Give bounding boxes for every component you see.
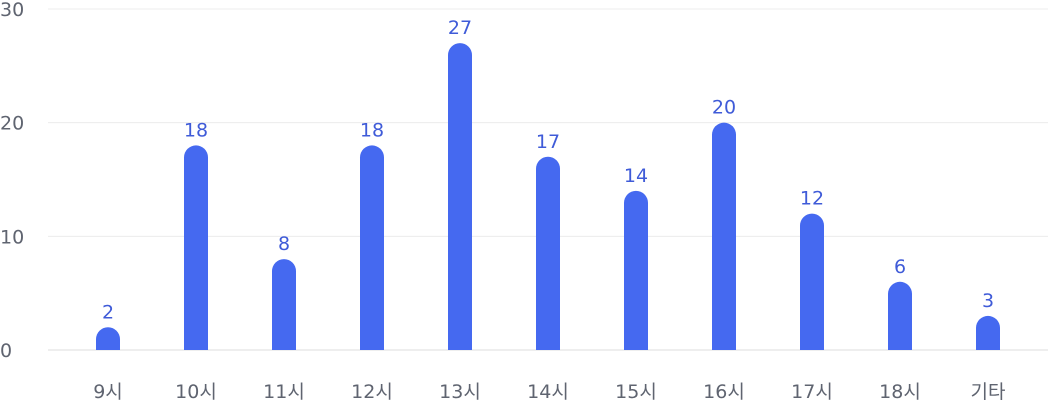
bars [96, 43, 1000, 350]
x-tick-label: 18시 [879, 381, 921, 403]
x-tick-label: 12시 [351, 381, 393, 403]
x-tick-label: 15시 [615, 381, 657, 403]
x-tick-label: 16시 [703, 381, 745, 403]
x-tick-label: 13시 [439, 381, 481, 403]
y-tick-label: 30 [0, 0, 24, 21]
y-tick-label: 20 [0, 113, 24, 135]
bar [360, 145, 384, 350]
x-tick-label: 11시 [263, 381, 305, 403]
bar [712, 122, 736, 350]
data-label: 17 [536, 131, 560, 153]
x-tick-label: 기타 [971, 381, 1006, 403]
y-tick-label: 0 [0, 340, 12, 362]
data-label: 2 [102, 301, 114, 323]
x-tick-label: 9시 [93, 381, 123, 403]
bar [624, 190, 648, 350]
y-axis-tick-labels: 0 10 20 30 [0, 0, 24, 362]
x-tick-label: 14시 [527, 381, 569, 403]
data-label: 8 [278, 233, 290, 255]
data-label: 12 [800, 188, 824, 210]
bar [448, 43, 473, 350]
x-axis-tick-labels: 9시 10시 11시 12시 13시 14시 15시 16시 17시 18시 기타 [93, 381, 1005, 403]
data-label: 14 [624, 165, 648, 187]
data-label: 3 [982, 290, 994, 312]
data-labels: 2 18 8 18 27 17 14 20 12 6 3 [102, 17, 994, 323]
data-label: 18 [184, 119, 208, 141]
bar [536, 156, 560, 350]
y-tick-label: 10 [0, 226, 24, 248]
bar [976, 315, 1000, 350]
data-label: 18 [360, 119, 384, 141]
bar [800, 213, 824, 350]
x-tick-label: 17시 [791, 381, 833, 403]
bar [184, 145, 208, 350]
data-label: 27 [448, 17, 472, 39]
data-label: 20 [712, 97, 736, 119]
x-tick-label: 10시 [175, 381, 217, 403]
bar [96, 327, 120, 350]
data-label: 6 [894, 256, 906, 278]
bar [888, 281, 912, 350]
bar [272, 259, 296, 350]
